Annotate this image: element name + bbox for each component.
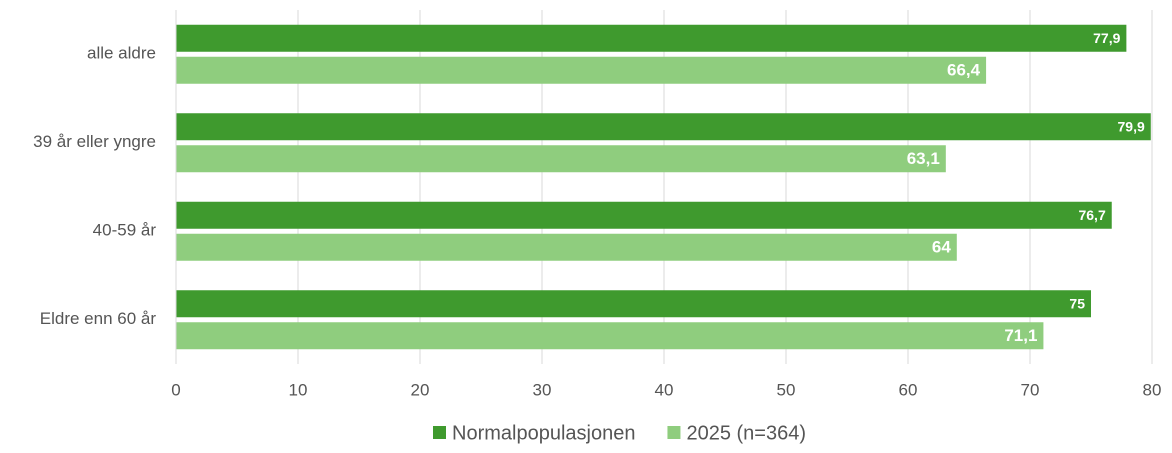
data-label: 64: [932, 238, 951, 257]
x-tick-label: 50: [777, 380, 796, 399]
data-label: 63,1: [907, 149, 940, 168]
bar: [176, 113, 1151, 141]
data-label: 76,7: [1078, 207, 1105, 223]
legend-label: Normalpopulasjonen: [452, 422, 635, 444]
data-label: 66,4: [947, 61, 981, 80]
bar: [176, 145, 946, 173]
legend-label: 2025 (n=364): [686, 422, 806, 444]
x-tick-label: 30: [533, 380, 552, 399]
data-label: 77,9: [1093, 30, 1120, 46]
bar: [176, 233, 957, 261]
x-tick-label: 80: [1143, 380, 1162, 399]
x-tick-label: 70: [1021, 380, 1040, 399]
bar: [176, 322, 1044, 350]
bar: [176, 201, 1112, 229]
y-tick-label: alle aldre: [87, 44, 156, 63]
bar: [176, 56, 987, 84]
y-tick-label: Eldre enn 60 år: [40, 309, 157, 328]
data-label: 79,9: [1118, 118, 1145, 134]
x-tick-label: 20: [411, 380, 430, 399]
legend-swatch: [433, 426, 446, 439]
x-tick-label: 10: [289, 380, 308, 399]
data-label: 75: [1069, 295, 1085, 311]
bar: [176, 290, 1091, 318]
x-tick-label: 60: [899, 380, 918, 399]
y-tick-label: 40-59 år: [93, 221, 157, 240]
x-tick-label: 0: [171, 380, 180, 399]
x-tick-label: 40: [655, 380, 674, 399]
y-tick-label: 39 år eller yngre: [33, 132, 156, 151]
bar: [176, 24, 1127, 52]
legend-swatch: [667, 426, 681, 439]
data-label: 71,1: [1004, 326, 1037, 345]
